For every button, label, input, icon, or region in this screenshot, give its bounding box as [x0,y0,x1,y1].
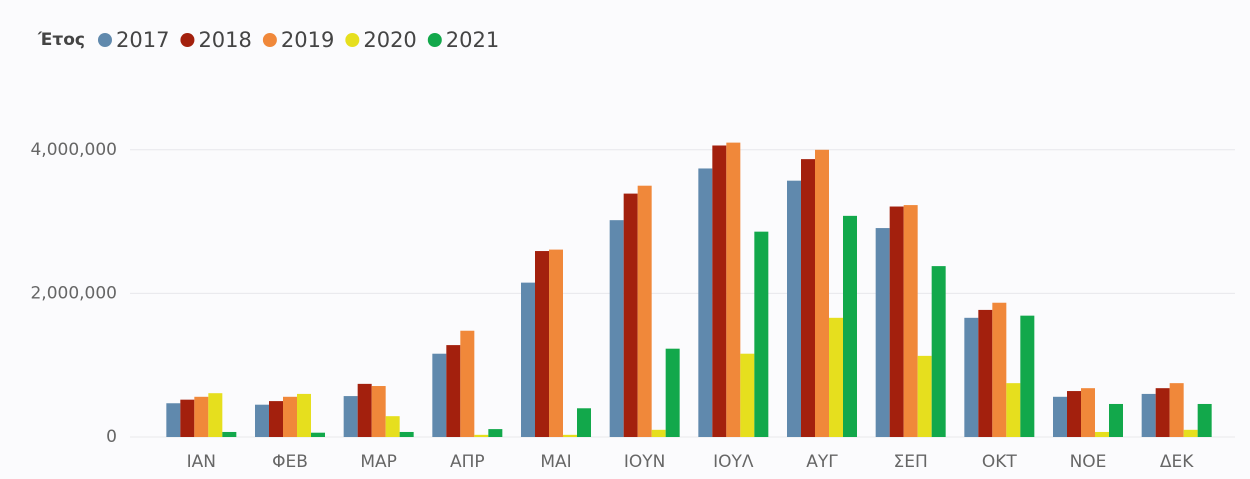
bar [1053,396,1067,437]
bar [875,228,890,437]
legend-swatch [262,33,277,47]
legend-label: 2020 [363,28,416,52]
x-tick-label: ΜΑΙ [540,452,571,472]
x-tick-label: ΙΟΥΛ [713,452,754,472]
bar [563,434,577,437]
bar [931,266,946,437]
bar [889,206,904,437]
bar [843,215,857,437]
x-tick-label: ΙΑΝ [187,452,216,472]
bar [343,396,358,437]
bar [269,401,283,437]
bar [283,396,297,437]
x-tick-label: ΟΚΤ [982,452,1018,472]
bar [1006,383,1021,437]
legend-label: 2019 [281,28,334,52]
bar [222,431,237,437]
bar [488,429,503,437]
bar [474,434,489,437]
bar [432,353,447,437]
bar [194,396,209,437]
legend-swatch [180,33,195,47]
bar [385,416,400,437]
bar [521,282,535,437]
bar [637,185,652,437]
x-tick-label: ΑΥΓ [806,452,838,472]
bar [964,317,979,437]
bar [460,330,475,437]
legend-swatch [427,33,442,47]
y-tick-label: 0 [106,427,117,447]
bar [917,355,932,437]
x-tick-label: ΝΟΕ [1070,452,1107,472]
bar [787,180,801,437]
bar [815,149,829,438]
x-tick-label: ΦΕΒ [272,452,308,472]
legend-title: Έτος [37,30,85,50]
bar [166,403,181,437]
bar [577,408,591,437]
bar [623,193,638,437]
bar [665,348,680,437]
bar [801,159,815,437]
bar [535,251,549,437]
bar [740,353,755,437]
x-tick-label: ΣΕΠ [894,452,928,472]
x-tick-label: ΔΕΚ [1160,452,1194,472]
bar [712,145,727,437]
bar [399,431,414,437]
legend-label: 2017 [116,28,169,52]
bar [371,386,386,437]
x-tick-label: ΜΑΡ [360,452,397,472]
bar [1095,431,1109,437]
bar [1067,391,1081,437]
bar [297,393,311,437]
bar [1183,429,1198,437]
bar [208,393,223,437]
bar [978,309,993,437]
bar [357,383,372,437]
bar [255,404,269,437]
y-tick-label: 4,000,000 [30,140,117,160]
bar [1081,388,1095,437]
legend-label: 2021 [446,28,499,52]
x-tick-label: ΙΟΥΝ [624,452,666,472]
legend-swatch [97,33,112,47]
bar [609,220,624,437]
bar [829,317,843,437]
bar [1141,393,1156,437]
bar [1169,383,1184,437]
bar [1109,403,1123,437]
bar [1197,403,1212,437]
x-tick-label: ΑΠΡ [450,452,485,472]
bar [311,432,325,437]
bar [903,205,918,437]
y-tick-label: 2,000,000 [30,283,117,303]
bar [1155,388,1170,437]
legend-label: 2018 [198,28,251,52]
bar [651,429,666,437]
bar [992,302,1007,437]
bar [726,142,741,437]
bar [446,345,461,437]
bar [180,399,195,437]
bar [1020,315,1035,437]
bar [754,231,769,437]
bar [549,249,563,437]
bar [698,168,713,437]
legend-swatch [345,33,360,47]
